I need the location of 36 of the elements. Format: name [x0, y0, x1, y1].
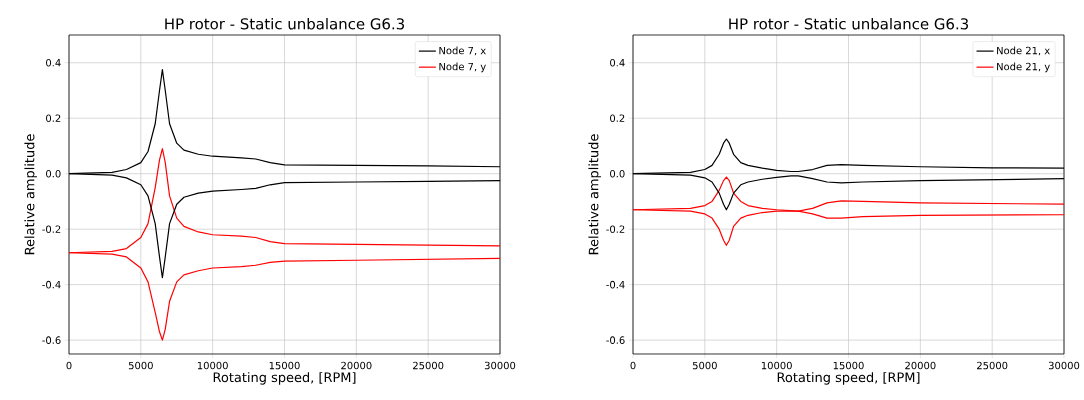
x-tick-label: 20000 [341, 361, 372, 370]
y-tick-label: 0.4 [610, 58, 625, 67]
y-tick-label: 0.0 [46, 169, 61, 178]
y-tick-label: 0.2 [46, 114, 61, 122]
x-tick-label: 30000 [1048, 361, 1080, 370]
chart-title: HP rotor - Static unbalance G6.3 [729, 17, 969, 30]
x-tick-label: 0 [66, 361, 72, 370]
legend-label: Node 21, y [997, 62, 1050, 73]
x-axis-title: Rotating speed, [RPM] [777, 372, 920, 385]
y-axis-title: Relative amplitude [588, 134, 601, 255]
x-axis-title: Rotating speed, [RPM] [213, 372, 356, 385]
y-axis-title: Relative amplitude [24, 134, 37, 255]
y-tick-label: 0.2 [610, 114, 625, 122]
x-tick-label: 5000 [128, 361, 153, 370]
x-tick-label: 10000 [761, 361, 792, 370]
x-tick-label: 15000 [833, 361, 864, 370]
y-tick-label: 0.4 [46, 58, 61, 67]
y-tick-label: -0.4 [42, 280, 61, 289]
x-tick-label: 0 [630, 361, 636, 370]
chart-title: HP rotor - Static unbalance G6.3 [165, 17, 405, 30]
x-tick-label: 30000 [484, 361, 516, 370]
x-tick-label: 25000 [977, 361, 1008, 370]
y-tick-label: -0.6 [606, 336, 625, 344]
y-tick-label: -0.6 [42, 336, 61, 344]
x-tick-label: 10000 [197, 361, 228, 370]
x-tick-label: 20000 [905, 361, 936, 370]
x-tick-label: 25000 [413, 361, 444, 370]
legend-label: Node 7, x [439, 46, 486, 56]
y-tick-label: -0.2 [42, 225, 61, 233]
y-tick-label: -0.2 [606, 225, 625, 233]
x-tick-label: 15000 [269, 361, 300, 370]
legend-label: Node 21, x [997, 46, 1050, 56]
legend-label: Node 7, y [439, 62, 486, 73]
y-tick-label: -0.4 [606, 280, 625, 289]
y-tick-label: 0.0 [610, 169, 625, 178]
x-tick-label: 5000 [692, 361, 717, 370]
